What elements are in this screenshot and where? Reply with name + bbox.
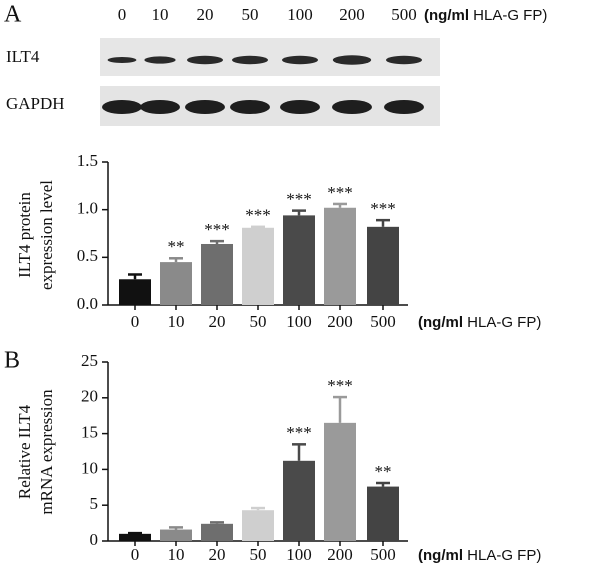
band [107, 57, 137, 63]
lane-label: 500 [391, 5, 417, 24]
x-tick-label: 100 [286, 545, 312, 564]
lane-label: 10 [152, 5, 169, 24]
y-axis-label: mRNA expression [37, 389, 56, 515]
bar [160, 262, 192, 305]
y-tick-label: 15 [81, 423, 98, 442]
panel-label: B [4, 348, 20, 374]
bands [102, 55, 424, 114]
bar [283, 460, 315, 541]
x-axis-label: (ng/ml HLA-G FP) [418, 314, 541, 331]
band [280, 100, 320, 114]
band [185, 100, 225, 114]
band [332, 100, 372, 114]
y-tick-label: 5 [90, 494, 99, 513]
significance: *** [245, 206, 271, 225]
blot-row-label: ILT4 [6, 47, 40, 66]
x-tick-label: 200 [327, 312, 353, 331]
y-tick-label: 10 [81, 458, 98, 477]
x-tick-label: 500 [370, 312, 396, 331]
bar [324, 207, 356, 305]
band [232, 55, 268, 65]
y-tick-label: 0 [90, 530, 99, 549]
unit-bold: (ng/ml [418, 547, 463, 564]
y-tick-label: 0.0 [77, 294, 98, 313]
unit: HLA-G FP) [467, 314, 541, 331]
significance: *** [286, 423, 312, 442]
bar [367, 226, 399, 305]
x-tick-label: 10 [168, 545, 185, 564]
x-tick-label: 500 [370, 545, 396, 564]
y-tick-label: 1.0 [77, 199, 98, 218]
blot-strip [100, 38, 440, 76]
y-axis-label: ILT4 protein [15, 192, 34, 278]
y-tick-label: 25 [81, 351, 98, 370]
x-tick-label: 50 [250, 545, 267, 564]
x-tick-label: 100 [286, 312, 312, 331]
x-tick-label: 0 [131, 545, 140, 564]
blot-unit: (ng/ml HLA-G FP) [424, 7, 547, 24]
significance: *** [286, 190, 312, 209]
bar [201, 243, 233, 305]
bar [283, 215, 315, 305]
lane-label: 200 [339, 5, 365, 24]
unit-bold: (ng/ml [424, 7, 469, 24]
bar [242, 510, 274, 541]
lane-label: 20 [197, 5, 214, 24]
bar [160, 529, 192, 541]
bar [119, 279, 151, 305]
band [140, 100, 180, 114]
panel-label: A [4, 2, 22, 28]
y-axis-label: expression level [37, 180, 56, 290]
blot-row-label: GAPDH [6, 94, 65, 113]
x-tick-label: 20 [209, 312, 226, 331]
bar [242, 227, 274, 305]
y-tick-label: 1.5 [77, 151, 98, 170]
y-tick-label: 20 [81, 387, 98, 406]
significance: *** [370, 199, 396, 218]
band [102, 100, 142, 114]
x-tick-label: 50 [250, 312, 267, 331]
unit-bold: (ng/ml [418, 314, 463, 331]
bar [201, 523, 233, 541]
significance: *** [204, 220, 230, 239]
band [282, 55, 318, 65]
band [332, 55, 372, 65]
x-tick-label: 10 [168, 312, 185, 331]
x-tick-label: 0 [131, 312, 140, 331]
bar [119, 533, 151, 541]
x-tick-label: 20 [209, 545, 226, 564]
significance: *** [327, 183, 353, 202]
lane-label: 0 [118, 5, 127, 24]
y-axis-label: Relative ILT4 [15, 404, 34, 499]
unit: HLA-G FP) [473, 7, 547, 24]
band [230, 100, 270, 114]
band [384, 100, 424, 114]
lane-label: 50 [242, 5, 259, 24]
significance: ** [168, 237, 185, 256]
unit: HLA-G FP) [467, 547, 541, 564]
x-tick-label: 200 [327, 545, 353, 564]
y-tick-label: 0.5 [77, 246, 98, 265]
bar [324, 422, 356, 541]
significance: ** [375, 462, 392, 481]
x-axis-label: (ng/ml HLA-G FP) [418, 547, 541, 564]
lane-label: 100 [287, 5, 313, 24]
bar [367, 486, 399, 541]
band [144, 56, 176, 64]
significance: *** [327, 376, 353, 395]
band [187, 55, 223, 65]
band [386, 55, 422, 65]
